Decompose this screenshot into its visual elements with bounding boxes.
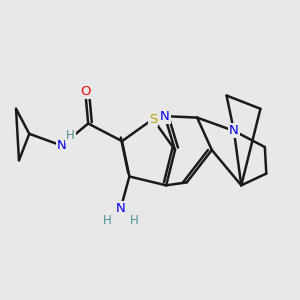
Text: O: O bbox=[80, 85, 91, 98]
Text: N: N bbox=[57, 139, 67, 152]
Text: N: N bbox=[160, 110, 169, 123]
Text: N: N bbox=[229, 124, 239, 137]
Text: S: S bbox=[149, 112, 157, 126]
Text: H: H bbox=[66, 129, 75, 142]
Text: N: N bbox=[116, 202, 125, 215]
Text: H: H bbox=[103, 214, 112, 227]
Text: H: H bbox=[129, 214, 138, 227]
